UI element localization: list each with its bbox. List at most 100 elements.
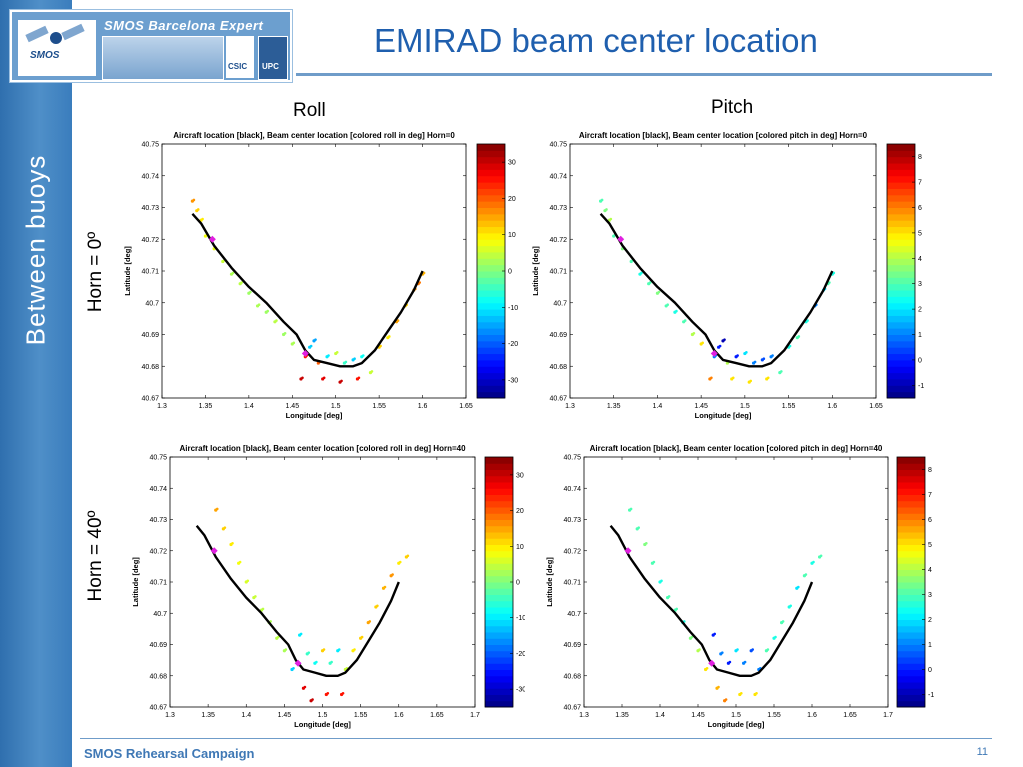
colorbar-segment xyxy=(887,264,915,272)
beam-point xyxy=(740,692,743,695)
colorbar-segment xyxy=(485,613,513,620)
beam-point xyxy=(645,542,648,545)
colorbar-segment xyxy=(897,488,925,495)
horn0-row-label: Horn = 0º xyxy=(85,231,106,313)
x-axis-label: Longitude [deg] xyxy=(708,720,765,729)
beam-point xyxy=(753,360,757,364)
colorbar-segment xyxy=(477,328,505,335)
roll-horn40-chart: Aircraft location [black], Beam center l… xyxy=(131,444,525,729)
beam-point xyxy=(192,198,196,202)
y-axis-label: Latitude [deg] xyxy=(545,557,554,607)
colorbar-segment xyxy=(897,532,925,539)
aircraft-track-line xyxy=(599,212,834,368)
x-tick-label: 1.7 xyxy=(883,712,893,719)
beam-point xyxy=(292,667,295,670)
x-tick-label: 1.35 xyxy=(615,712,629,719)
beam-point xyxy=(731,376,735,380)
beam-point xyxy=(629,507,633,511)
beam-point xyxy=(340,379,343,383)
colorbar-segment xyxy=(477,239,505,247)
colorbar-segment xyxy=(477,144,505,151)
colorbar-segment xyxy=(477,213,505,221)
y-tick-label: 40.75 xyxy=(549,142,567,149)
colorbar-segment xyxy=(887,328,915,335)
horn40-row-label: Horn = 40º xyxy=(85,510,106,602)
colorbar-segment xyxy=(485,532,513,539)
colorbar-segment xyxy=(887,251,915,259)
beam-point xyxy=(605,208,608,211)
beam-point xyxy=(292,341,296,345)
colorbar-tick-label: 3 xyxy=(928,592,932,599)
colorbar-segment xyxy=(887,150,915,158)
beam-point xyxy=(376,604,379,608)
beam-point xyxy=(780,370,783,373)
beam-point xyxy=(396,319,400,322)
colorbar-segment xyxy=(477,283,505,291)
colorbar-segment xyxy=(477,150,505,158)
beam-point xyxy=(422,271,426,275)
beam-point xyxy=(718,344,722,348)
colorbar-segment xyxy=(485,619,513,627)
colorbar-segment xyxy=(897,507,925,514)
colorbar-segment xyxy=(477,372,505,380)
y-tick-label: 40.73 xyxy=(549,205,567,212)
colorbar-segment xyxy=(477,232,505,240)
colorbar-segment xyxy=(897,625,925,633)
y-tick-label: 40.74 xyxy=(141,173,159,180)
colorbar-segment xyxy=(477,245,505,253)
colorbar-segment xyxy=(485,682,513,689)
colorbar-segment xyxy=(485,507,513,514)
smos-expert-centre-logo: SMOS SMOS Barcelona Expert Centre CSIC U… xyxy=(10,10,292,82)
beam-point xyxy=(249,290,252,294)
beam-point xyxy=(736,354,739,357)
beam-point xyxy=(774,635,777,639)
beam-point xyxy=(832,271,836,275)
colorbar-tick-label: 1 xyxy=(928,642,932,649)
beam-point xyxy=(201,217,204,221)
colorbar-segment xyxy=(887,290,915,297)
colorbar-segment xyxy=(897,669,925,677)
x-tick-label: 1.3 xyxy=(157,403,167,410)
colorbar-segment xyxy=(477,169,505,177)
y-tick-label: 40.68 xyxy=(563,673,581,680)
beam-point xyxy=(788,344,792,348)
beam-point xyxy=(315,660,318,664)
colorbar-tick-label: -10 xyxy=(516,615,525,622)
colorbar-segment xyxy=(485,632,513,639)
colorbar-segment xyxy=(887,315,915,323)
colorbar-segment xyxy=(485,500,513,508)
colorbar-segment xyxy=(897,675,925,683)
colorbar-frame xyxy=(886,143,916,399)
csic-logo xyxy=(226,36,254,78)
colorbar-tick-label: -1 xyxy=(928,692,934,699)
colorbar-segment xyxy=(485,569,513,577)
beam-point xyxy=(383,585,387,589)
colorbar-segment xyxy=(477,290,505,297)
beam-point xyxy=(675,309,678,313)
colorbar-segment xyxy=(477,321,505,329)
chart-title: Aircraft location [black], Beam center l… xyxy=(590,444,883,453)
colorbar-segment xyxy=(477,277,505,285)
colorbar-segment xyxy=(485,588,513,595)
beam-point xyxy=(215,507,219,511)
beam-point xyxy=(337,648,341,651)
colorbar-segment xyxy=(897,557,925,564)
x-tick-label: 1.35 xyxy=(201,712,215,719)
colorbar-segment xyxy=(887,321,915,329)
beam-point xyxy=(261,607,265,611)
beam-point xyxy=(804,573,808,576)
colorbar-segment xyxy=(897,457,925,464)
beam-point xyxy=(743,660,747,664)
colorbar-segment xyxy=(897,575,925,583)
colorbar-segment xyxy=(485,650,513,658)
upc-logo-text: UPC xyxy=(262,62,279,71)
colorbar-segment xyxy=(485,538,513,545)
colorbar-segment xyxy=(887,245,915,253)
x-tick-label: 1.55 xyxy=(782,403,796,410)
chart-title: Aircraft location [black], Beam center l… xyxy=(179,444,466,453)
y-tick-label: 40.71 xyxy=(149,580,167,587)
colorbar-segment xyxy=(897,563,925,570)
x-tick-label: 1.6 xyxy=(394,712,404,719)
beam-point xyxy=(728,660,732,664)
beam-point xyxy=(406,554,410,558)
